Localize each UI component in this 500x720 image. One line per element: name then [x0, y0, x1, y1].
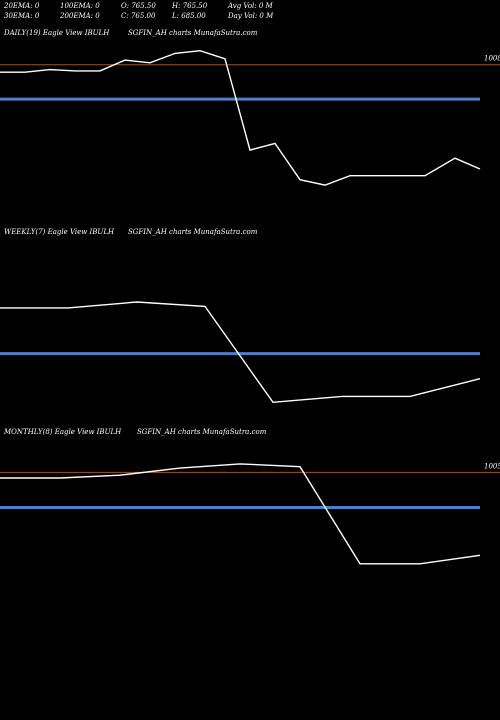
avg-vol-label: Avg Vol: 0 M [228, 2, 273, 10]
high-label: H: 765.50 [172, 2, 208, 10]
daily-source: SGFIN_AH charts MunafaSutra.com [128, 29, 258, 37]
monthly-price-line [0, 463, 481, 565]
monthly-level-label: 1005 [484, 462, 500, 470]
low-label: L: 685.00 [172, 12, 206, 20]
monthly-source: SGFIN_AH charts MunafaSutra.com [137, 428, 267, 436]
daily-level-label: 1008 [484, 55, 500, 63]
daily-title: DAILY(19) Eagle View IBULH [4, 29, 110, 37]
weekly-source: SGFIN_AH charts MunafaSutra.com [128, 228, 258, 236]
ema30-label: 30EMA: 0 [4, 12, 40, 20]
weekly-price-line [0, 301, 481, 404]
open-label: O: 765.50 [121, 2, 156, 10]
ema100-label: 100EMA: 0 [60, 2, 100, 10]
ema20-label: 20EMA: 0 [4, 2, 40, 10]
weekly-title: WEEKLY(7) Eagle View IBULH [4, 228, 115, 236]
daily-price-line [0, 49, 481, 186]
day-vol-label: Day Vol: 0 M [228, 12, 274, 20]
monthly-title: MONTHLY(8) Eagle View IBULH [4, 428, 122, 436]
ema200-label: 200EMA: 0 [60, 12, 100, 20]
close-label: C: 765.00 [121, 12, 156, 20]
